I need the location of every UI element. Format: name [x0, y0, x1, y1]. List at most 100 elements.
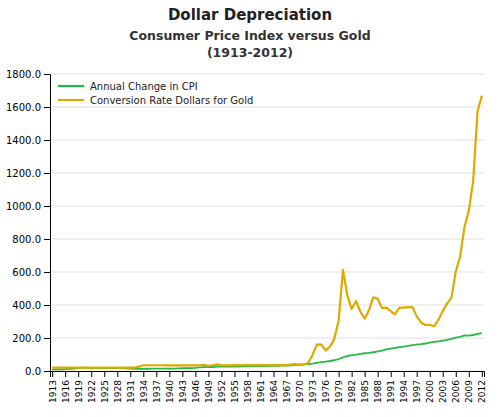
- x-tick-label: 1973: [308, 380, 318, 403]
- grid-line: [50, 107, 484, 108]
- x-tick: 1994: [399, 371, 409, 403]
- x-tick-mark: [130, 371, 131, 377]
- x-tick-mark: [274, 371, 275, 377]
- x-tick: 1964: [269, 371, 279, 403]
- x-tick-mark: [456, 371, 457, 377]
- series-line: [52, 96, 482, 368]
- chart: Dollar Depreciation Consumer Price Index …: [0, 0, 500, 417]
- y-tick-label: 1400.0: [6, 135, 41, 146]
- x-tick-mark: [287, 371, 288, 377]
- titles: Dollar Depreciation Consumer Price Index …: [129, 6, 370, 60]
- x-tick-mark: [195, 371, 196, 377]
- y-tick-label: 800.0: [12, 234, 41, 245]
- x-tick-label: 1976: [321, 380, 331, 403]
- x-tick: 1919: [74, 371, 84, 403]
- subtitle: (1913-2012): [207, 45, 293, 60]
- legend-swatch: [58, 99, 84, 101]
- x-tick-label: 1985: [360, 380, 370, 403]
- y-tick-label: 1800.0: [6, 69, 41, 80]
- x-tick: 1979: [334, 371, 344, 403]
- x-tick-mark: [339, 371, 340, 377]
- x-tick-mark: [182, 371, 183, 377]
- x-tick-mark: [156, 371, 157, 377]
- grid-line: [50, 206, 484, 207]
- x-tick: 2003: [438, 371, 448, 403]
- x-tick-mark: [117, 371, 118, 377]
- grid-line: [50, 338, 484, 339]
- y-tick-mark: [44, 206, 50, 207]
- x-tick: 1913: [48, 371, 58, 403]
- x-tick: 1976: [321, 371, 331, 403]
- y-tick-mark: [44, 338, 50, 339]
- x-tick-mark: [143, 371, 144, 377]
- x-tick: 1934: [139, 371, 149, 403]
- y-tick: 1000.0: [6, 201, 50, 212]
- title: Dollar Depreciation: [168, 6, 332, 24]
- x-tick-label: 1967: [282, 380, 292, 403]
- x-tick-mark: [169, 371, 170, 377]
- x-tick: 1961: [256, 371, 266, 403]
- x-tick-mark: [65, 371, 66, 377]
- x-axis: 1913191619191922192519281931193419371940…: [48, 371, 488, 403]
- x-tick-label: 2003: [438, 380, 448, 403]
- x-tick-label: 1946: [191, 380, 201, 403]
- y-tick: 1200.0: [6, 168, 50, 179]
- x-tick-label: 1955: [230, 380, 240, 403]
- x-tick-label: 1952: [217, 380, 227, 403]
- x-tick-label: 1949: [204, 380, 214, 403]
- x-tick-label: 1994: [399, 380, 409, 403]
- x-tick-label: 1922: [87, 380, 97, 403]
- x-tick: 2009: [464, 371, 474, 403]
- y-axis: 0.0200.0400.0600.0800.01000.01200.01400.…: [6, 69, 51, 377]
- x-tick-mark: [404, 371, 405, 377]
- x-tick-label: 2012: [477, 380, 487, 403]
- y-tick-label: 1200.0: [6, 168, 41, 179]
- x-tick-label: 2000: [425, 380, 435, 403]
- x-tick-mark: [378, 371, 379, 377]
- x-tick-label: 1979: [334, 380, 344, 403]
- legend-swatch: [58, 85, 84, 87]
- grid-line: [50, 305, 484, 306]
- y-axis-line: [44, 75, 51, 372]
- y-tick-mark: [44, 107, 50, 108]
- legend-item: Conversion Rate Dollars for Gold: [58, 95, 253, 106]
- subtitle: Consumer Price Index versus Gold: [129, 28, 370, 43]
- x-tick-label: 1937: [152, 380, 162, 403]
- y-tick: 600.0: [12, 267, 50, 278]
- x-tick: 1955: [230, 371, 240, 403]
- x-tick-label: 1913: [48, 380, 58, 403]
- x-tick-mark: [469, 371, 470, 377]
- x-tick: 1925: [100, 371, 110, 403]
- legend: Annual Change in CPI Conversion Rate Doll…: [58, 81, 253, 106]
- y-tick-label: 1000.0: [6, 201, 41, 212]
- x-tick-mark: [352, 371, 353, 377]
- x-tick-label: 1997: [412, 380, 422, 403]
- x-tick: 1937: [152, 371, 162, 403]
- x-tick-label: 1970: [295, 380, 305, 403]
- x-tick-label: 2006: [451, 380, 461, 403]
- x-tick: 1931: [126, 371, 136, 403]
- y-tick-mark: [44, 305, 50, 306]
- x-tick-label: 2009: [464, 380, 474, 403]
- y-tick-label: 0.0: [25, 366, 41, 377]
- x-tick-label: 1931: [126, 380, 136, 403]
- grid: [50, 74, 484, 371]
- y-tick-label: 400.0: [12, 300, 41, 311]
- grid-line: [50, 74, 484, 75]
- x-tick-mark: [300, 371, 301, 377]
- x-tick-mark: [365, 371, 366, 377]
- x-tick: 1967: [282, 371, 292, 403]
- x-tick: 1985: [360, 371, 370, 403]
- x-tick: 1988: [373, 371, 383, 403]
- x-tick: 2006: [451, 371, 461, 403]
- x-tick-label: 1988: [373, 380, 383, 403]
- y-tick-label: 1600.0: [6, 102, 41, 113]
- legend-item: Annual Change in CPI: [58, 81, 198, 92]
- x-tick-mark: [208, 371, 209, 377]
- y-tick-mark: [44, 74, 50, 75]
- x-tick-mark: [417, 371, 418, 377]
- y-tick: 1800.0: [6, 69, 50, 80]
- x-tick-mark: [234, 371, 235, 377]
- x-tick-mark: [221, 371, 222, 377]
- y-tick: 0.0: [25, 366, 50, 377]
